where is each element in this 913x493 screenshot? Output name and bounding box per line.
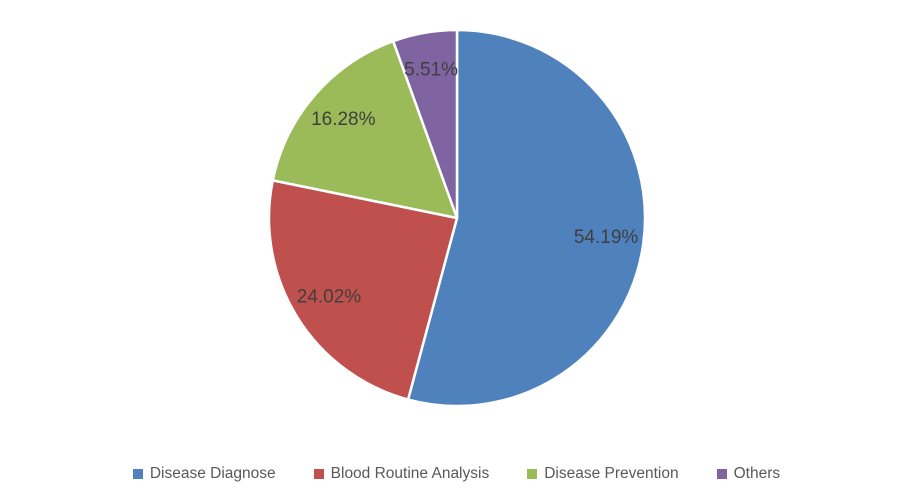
legend-label-others: Others <box>733 465 781 483</box>
pie-slice-disease-prevention <box>271 39 459 220</box>
legend-marker-disease-diagnose-icon <box>132 469 143 479</box>
legend-label-blood-routine-analysis: Blood Routine Analysis <box>330 465 490 483</box>
data-label-blood-routine-analysis: 24.02% <box>297 287 362 308</box>
legend-label-disease-prevention: Disease Prevention <box>544 465 679 483</box>
pie-slice-others <box>391 28 459 220</box>
data-label-disease-prevention: 16.28% <box>311 109 376 130</box>
pie-plot-area: 54.19% 24.02% 16.28% 5.51% <box>267 28 647 408</box>
legend-item-others: Others <box>716 465 781 483</box>
legend-marker-others-icon <box>716 469 727 479</box>
pie-slice-blood-routine-analysis <box>267 179 459 401</box>
pie-slice-disease-diagnose <box>406 28 647 408</box>
legend-label-disease-diagnose: Disease Diagnose <box>149 465 276 483</box>
data-label-disease-diagnose: 54.19% <box>574 227 639 248</box>
legend-item-disease-prevention: Disease Prevention <box>527 465 679 483</box>
legend-item-blood-routine-analysis: Blood Routine Analysis <box>313 465 490 483</box>
legend-marker-disease-prevention-icon <box>527 469 538 479</box>
chart-legend: Disease Diagnose Blood Routine Analysis Di… <box>0 462 913 486</box>
legend-item-disease-diagnose: Disease Diagnose <box>132 465 276 483</box>
legend-marker-blood-routine-analysis-icon <box>313 469 324 479</box>
data-label-others: 5.51% <box>404 59 458 80</box>
